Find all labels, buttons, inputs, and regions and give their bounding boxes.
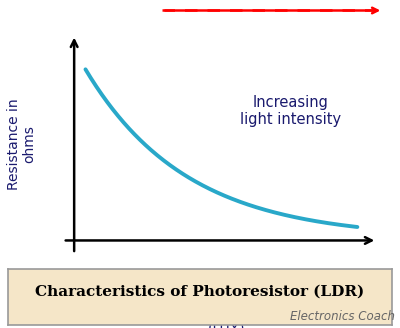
Text: illumination
(LUX): illumination (LUX) bbox=[186, 305, 267, 328]
Text: Increasing
light intensity: Increasing light intensity bbox=[240, 95, 341, 127]
Text: Characteristics of Photoresistor (LDR): Characteristics of Photoresistor (LDR) bbox=[35, 284, 365, 298]
Text: Resistance in
ohms: Resistance in ohms bbox=[6, 98, 37, 190]
Text: Electronics Coach: Electronics Coach bbox=[290, 310, 394, 323]
